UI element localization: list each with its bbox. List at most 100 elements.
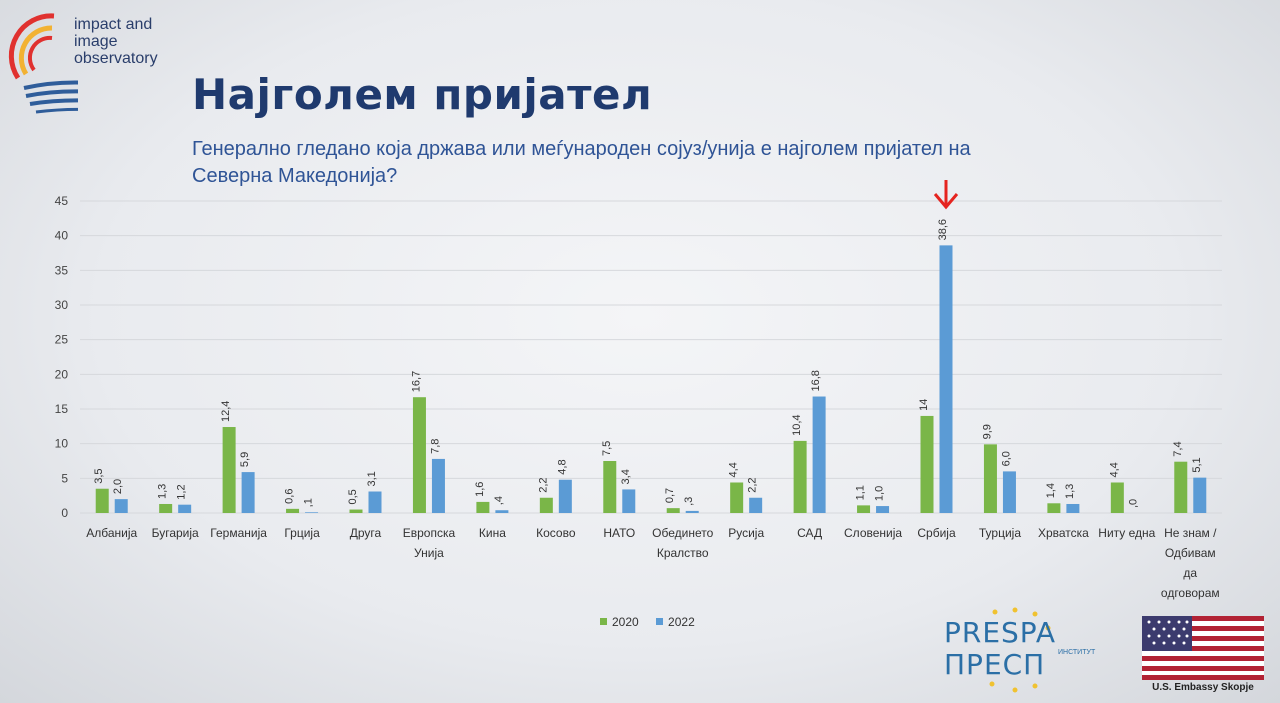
data-label-2022: 38,6	[937, 219, 949, 240]
data-label-2022: 3,1	[366, 471, 378, 486]
x-tick-label: Ниту една	[1098, 526, 1155, 540]
x-tick-label: Русија	[728, 526, 764, 540]
logo-text: impact and image observatory	[74, 16, 158, 67]
legend-swatch-2020	[600, 618, 607, 625]
x-tick-label: Не знам /	[1164, 526, 1217, 540]
data-label-2022: ,4	[493, 496, 505, 505]
data-label-2022: 3,4	[620, 469, 632, 484]
bar-2022	[1066, 503, 1080, 513]
bar-2020	[666, 508, 680, 513]
y-tick-label: 40	[55, 229, 69, 243]
bar-2020	[476, 501, 490, 513]
x-tick-label: Германија	[210, 526, 267, 540]
x-tick-label: Одбивам	[1165, 546, 1216, 560]
chart-subtitle: Генерално гледано која држава или меѓуна…	[192, 138, 971, 187]
data-label-2020: 0,7	[664, 488, 676, 503]
bar-2020	[95, 488, 109, 513]
bar-2020	[286, 508, 300, 513]
x-tick-label: САД	[797, 526, 822, 540]
bar-2022	[1002, 471, 1016, 513]
legend-item-2022: 2022	[656, 615, 695, 629]
prespa-institute: ИНСТИТУТ	[1058, 649, 1096, 656]
data-label-2022: ,0	[1127, 499, 1139, 508]
x-tick-label: Турција	[979, 526, 1021, 540]
us-embassy-logo: U.S. Embassy Skopje	[1142, 616, 1264, 694]
y-tick-label: 35	[55, 263, 69, 277]
data-label-2022: 2,2	[747, 477, 759, 492]
highlight-arrow-head-icon	[933, 193, 959, 210]
bar-2020	[349, 509, 363, 513]
data-label-2020: 9,9	[981, 424, 993, 439]
data-label-2020: 16,7	[410, 371, 422, 392]
data-label-2020: 1,4	[1045, 483, 1057, 498]
bar-2020	[1110, 482, 1124, 513]
legend-label-2022: 2022	[668, 614, 695, 629]
x-tick-label: Кина	[479, 526, 506, 540]
bar-2022	[685, 510, 699, 513]
bar-2020	[539, 497, 553, 513]
x-tick-label: Словенија	[844, 526, 902, 540]
data-label-2020: 7,5	[601, 441, 613, 456]
bar-2020	[1174, 461, 1188, 513]
data-label-2022: 5,9	[239, 452, 251, 467]
data-label-2020: 1,6	[474, 482, 486, 497]
bar-2020	[857, 505, 871, 513]
bar-2022	[558, 479, 572, 513]
data-label-2020: 7,4	[1172, 441, 1184, 456]
x-tick-label: Кралство	[657, 546, 709, 560]
page-title: Најголем пријател	[192, 70, 653, 119]
data-label-2020: 1,3	[157, 484, 169, 499]
bar-2020	[983, 444, 997, 513]
prespa-latin: PRESPA	[944, 616, 1056, 649]
bar-2022	[495, 510, 509, 513]
x-tick-label: Грција	[284, 526, 320, 540]
bar-2020	[603, 461, 617, 513]
x-tick-label: Обединето	[652, 526, 713, 540]
y-tick-label: 15	[55, 402, 69, 416]
data-label-2022: 16,8	[810, 370, 822, 391]
y-tick-label: 45	[55, 194, 69, 208]
data-label-2020: 2,2	[537, 477, 549, 492]
data-label-2020: 0,6	[284, 489, 296, 504]
data-label-2022: 1,2	[176, 484, 188, 499]
x-tick-label: Бугарија	[152, 526, 199, 540]
data-label-2022: 1,3	[1064, 484, 1076, 499]
y-tick-label: 25	[55, 333, 69, 347]
y-tick-label: 0	[61, 506, 68, 520]
y-tick-label: 30	[55, 298, 69, 312]
y-tick-label: 10	[55, 437, 69, 451]
x-tick-label: Унија	[414, 546, 444, 560]
logo-mark-icon	[8, 13, 119, 114]
data-label-2022: 7,8	[429, 439, 441, 454]
x-tick-label: Албанија	[86, 526, 137, 540]
x-tick-label: одговорам	[1161, 586, 1220, 600]
data-label-2020: 1,1	[855, 485, 867, 500]
data-label-2022: 1,0	[874, 486, 886, 501]
bar-2022	[305, 512, 319, 513]
prespa-cyrillic: ПРЕСП	[944, 648, 1045, 681]
bar-2022	[876, 506, 890, 513]
x-tick-label: НАТО	[603, 526, 635, 540]
data-label-2020: 4,4	[728, 462, 740, 477]
data-label-2020: 10,4	[791, 414, 803, 435]
legend-item-2020: 2020	[600, 615, 639, 629]
bar-2022	[114, 499, 128, 513]
bar-2022	[178, 504, 192, 513]
bar-2022	[1193, 477, 1207, 513]
logo-line-1: impact and	[74, 16, 153, 33]
legend-label-2020: 2020	[612, 614, 639, 629]
x-tick-label: да	[1183, 566, 1197, 580]
x-tick-label: Европска	[403, 526, 456, 540]
data-label-2020: 12,4	[220, 401, 232, 422]
bar-2020	[793, 440, 807, 513]
legend-swatch-2022	[656, 618, 664, 625]
bar-2020	[1047, 503, 1061, 513]
data-label-2020: 0,5	[347, 489, 359, 504]
impact-image-observatory-logo: impact and image observatory	[8, 8, 188, 123]
x-tick-label: Друга	[350, 526, 382, 540]
bar-chart: 0 5 10 15 20 25 30 35 40 45 3,5 2,0 Албанија 1,3 1,2 Бу…	[55, 180, 1222, 600]
x-tick-label: Србија	[917, 526, 956, 540]
bar-2022	[749, 497, 763, 513]
chart-legend: 2020 2022	[600, 614, 709, 629]
bar-2020	[159, 503, 173, 513]
